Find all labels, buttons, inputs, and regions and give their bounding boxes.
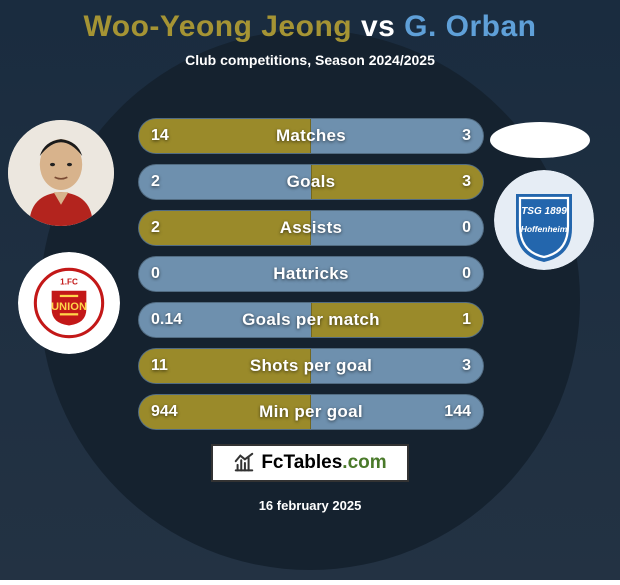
svg-text:UNION: UNION	[51, 301, 87, 313]
stat-row: 944 Min per goal 144	[138, 394, 484, 430]
stat-row: 0 Hattricks 0	[138, 256, 484, 292]
player1-avatar	[8, 120, 114, 226]
club-badge-right: TSG 1899 Hoffenheim	[494, 170, 594, 270]
date-text: 16 february 2025	[259, 498, 362, 513]
club-badge-left: 1.FC UNION	[18, 252, 120, 354]
brand-text: FcTables.com	[261, 452, 386, 474]
player1-avatar-svg	[8, 120, 114, 226]
stat-row: 14 Matches 3	[138, 118, 484, 154]
stat-value-left: 944	[151, 403, 178, 421]
player2-avatar-placeholder	[490, 122, 590, 158]
page-title: Woo-Yeong Jeong vs G. Orban	[83, 10, 536, 44]
stat-value-right: 0	[462, 265, 471, 283]
club-badge-left-svg: 1.FC UNION	[18, 252, 120, 354]
stat-fill-right	[311, 165, 483, 199]
stat-value-left: 14	[151, 127, 169, 145]
stat-value-right: 144	[444, 403, 471, 421]
stat-row: 0.14 Goals per match 1	[138, 302, 484, 338]
stat-value-left: 11	[151, 357, 168, 375]
stat-value-left: 0	[151, 265, 160, 283]
stat-label: Min per goal	[259, 402, 363, 422]
stat-label: Hattricks	[273, 264, 348, 284]
stat-label: Goals per match	[242, 310, 380, 330]
content-area: Woo-Yeong Jeong vs G. Orban Club competi…	[0, 0, 620, 580]
club-badge-right-svg: TSG 1899 Hoffenheim	[494, 170, 594, 270]
svg-text:TSG 1899: TSG 1899	[521, 206, 567, 217]
title-player2: G. Orban	[404, 10, 536, 43]
stat-value-right: 3	[462, 173, 471, 191]
stat-value-left: 2	[151, 219, 160, 237]
stat-row: 2 Assists 0	[138, 210, 484, 246]
stat-value-left: 0.14	[151, 311, 182, 329]
title-vs: vs	[361, 10, 395, 43]
brand-box[interactable]: FcTables.com	[211, 444, 409, 482]
subtitle: Club competitions, Season 2024/2025	[185, 52, 435, 68]
stats-container: 14 Matches 3 2 Goals 3 2 Assists 0 0 Hattricks 0 0.1…	[138, 118, 484, 430]
stat-label: Matches	[276, 126, 346, 146]
stat-value-right: 0	[462, 219, 471, 237]
svg-text:Hoffenheim: Hoffenheim	[521, 224, 568, 234]
title-player1: Woo-Yeong Jeong	[83, 10, 352, 43]
fctables-logo-icon	[233, 452, 255, 474]
stat-value-right: 3	[462, 127, 471, 145]
stat-label: Assists	[280, 218, 343, 238]
stat-value-left: 2	[151, 173, 160, 191]
stat-row: 2 Goals 3	[138, 164, 484, 200]
brand-dotcom: .com	[342, 452, 386, 473]
stat-value-right: 1	[462, 311, 471, 329]
stat-row: 11 Shots per goal 3	[138, 348, 484, 384]
stat-label: Shots per goal	[250, 356, 372, 376]
stat-label: Goals	[287, 172, 336, 192]
svg-text:1.FC: 1.FC	[60, 278, 78, 287]
stat-value-right: 3	[462, 357, 471, 375]
brand-name: FcTables	[261, 452, 342, 473]
